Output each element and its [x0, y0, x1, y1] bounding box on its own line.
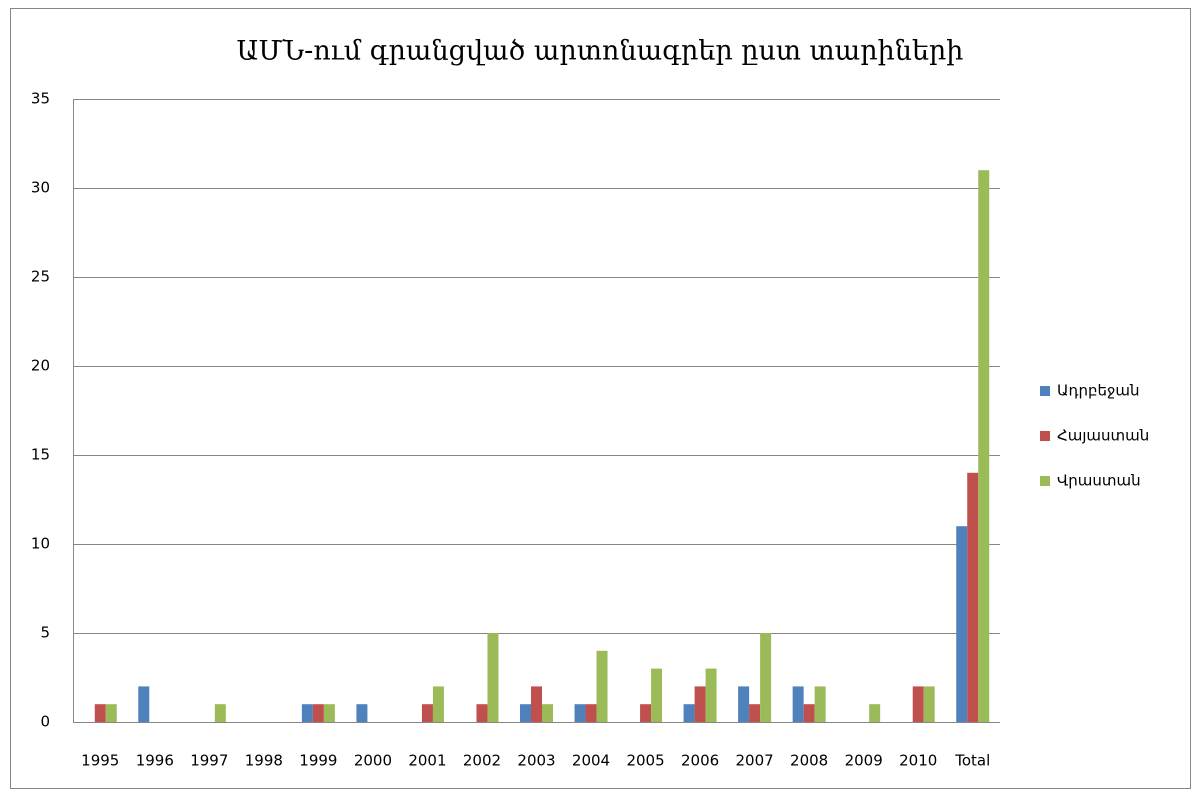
x-tick-label: 2010	[899, 752, 937, 770]
y-tick-label: 20	[31, 357, 50, 375]
bar	[542, 704, 553, 722]
x-tick-label: 1998	[245, 752, 283, 770]
bar	[694, 686, 706, 722]
x-tick-label: 2009	[845, 752, 883, 770]
y-tick-label: 25	[31, 268, 50, 286]
x-tick-label: 2000	[354, 752, 392, 770]
bar	[814, 686, 826, 722]
bar	[531, 686, 542, 722]
x-tick-label: 2003	[517, 752, 555, 770]
bar	[923, 686, 935, 722]
x-tick-label: 2002	[463, 752, 501, 770]
x-tick-label: 2001	[408, 752, 446, 770]
bar	[432, 686, 444, 722]
bar	[683, 704, 695, 722]
bar	[312, 704, 324, 722]
bar	[138, 686, 150, 722]
bar	[596, 650, 608, 722]
bar	[705, 668, 717, 722]
bar	[760, 633, 772, 722]
bar	[869, 704, 881, 722]
y-tick-label: 30	[31, 179, 50, 197]
bar	[421, 704, 433, 722]
y-tick-label: 15	[31, 446, 50, 464]
bar	[585, 704, 597, 722]
bar	[749, 704, 761, 722]
chart-title: ԱՄՆ-ում գրանցված արտոնագրեր ըստ տարիների	[237, 36, 964, 67]
x-tick-label: 2008	[790, 752, 828, 770]
legend-swatch	[1040, 386, 1050, 396]
bar	[967, 472, 979, 722]
legend-swatch	[1040, 431, 1050, 441]
bar	[105, 704, 117, 722]
bar	[487, 633, 499, 722]
bar	[323, 704, 335, 722]
bar	[301, 704, 313, 722]
x-tick-label: 2006	[681, 752, 719, 770]
x-tick-label: 2005	[626, 752, 664, 770]
x-tick-label: 1997	[190, 752, 228, 770]
bar	[738, 686, 750, 722]
y-tick-label: 5	[40, 624, 50, 642]
legend-label: Ադրբեջան	[1057, 382, 1139, 400]
bar	[912, 686, 924, 722]
bar	[94, 704, 106, 722]
x-tick-label: 2004	[572, 752, 610, 770]
bar	[651, 668, 663, 722]
bar	[476, 704, 488, 722]
y-tick-label: 10	[31, 535, 50, 553]
y-tick-label: 35	[31, 90, 50, 108]
x-tick-label: 1996	[136, 752, 174, 770]
legend-swatch	[1040, 476, 1050, 486]
x-tick-label: 1999	[299, 752, 337, 770]
bar	[520, 704, 531, 722]
x-tick-label: 1995	[81, 752, 119, 770]
x-tick-label: 2007	[736, 752, 774, 770]
bar	[356, 704, 368, 722]
legend-label: Վրաստան	[1057, 472, 1141, 490]
y-tick-label: 0	[40, 713, 50, 731]
bar	[574, 704, 586, 722]
bar	[214, 704, 226, 722]
x-tick-label: Total	[954, 752, 990, 770]
bar	[978, 170, 990, 722]
bar	[956, 526, 968, 722]
bar	[792, 686, 804, 722]
legend-label: Հայաստան	[1057, 427, 1149, 445]
bar	[640, 704, 652, 722]
bar	[803, 704, 815, 722]
